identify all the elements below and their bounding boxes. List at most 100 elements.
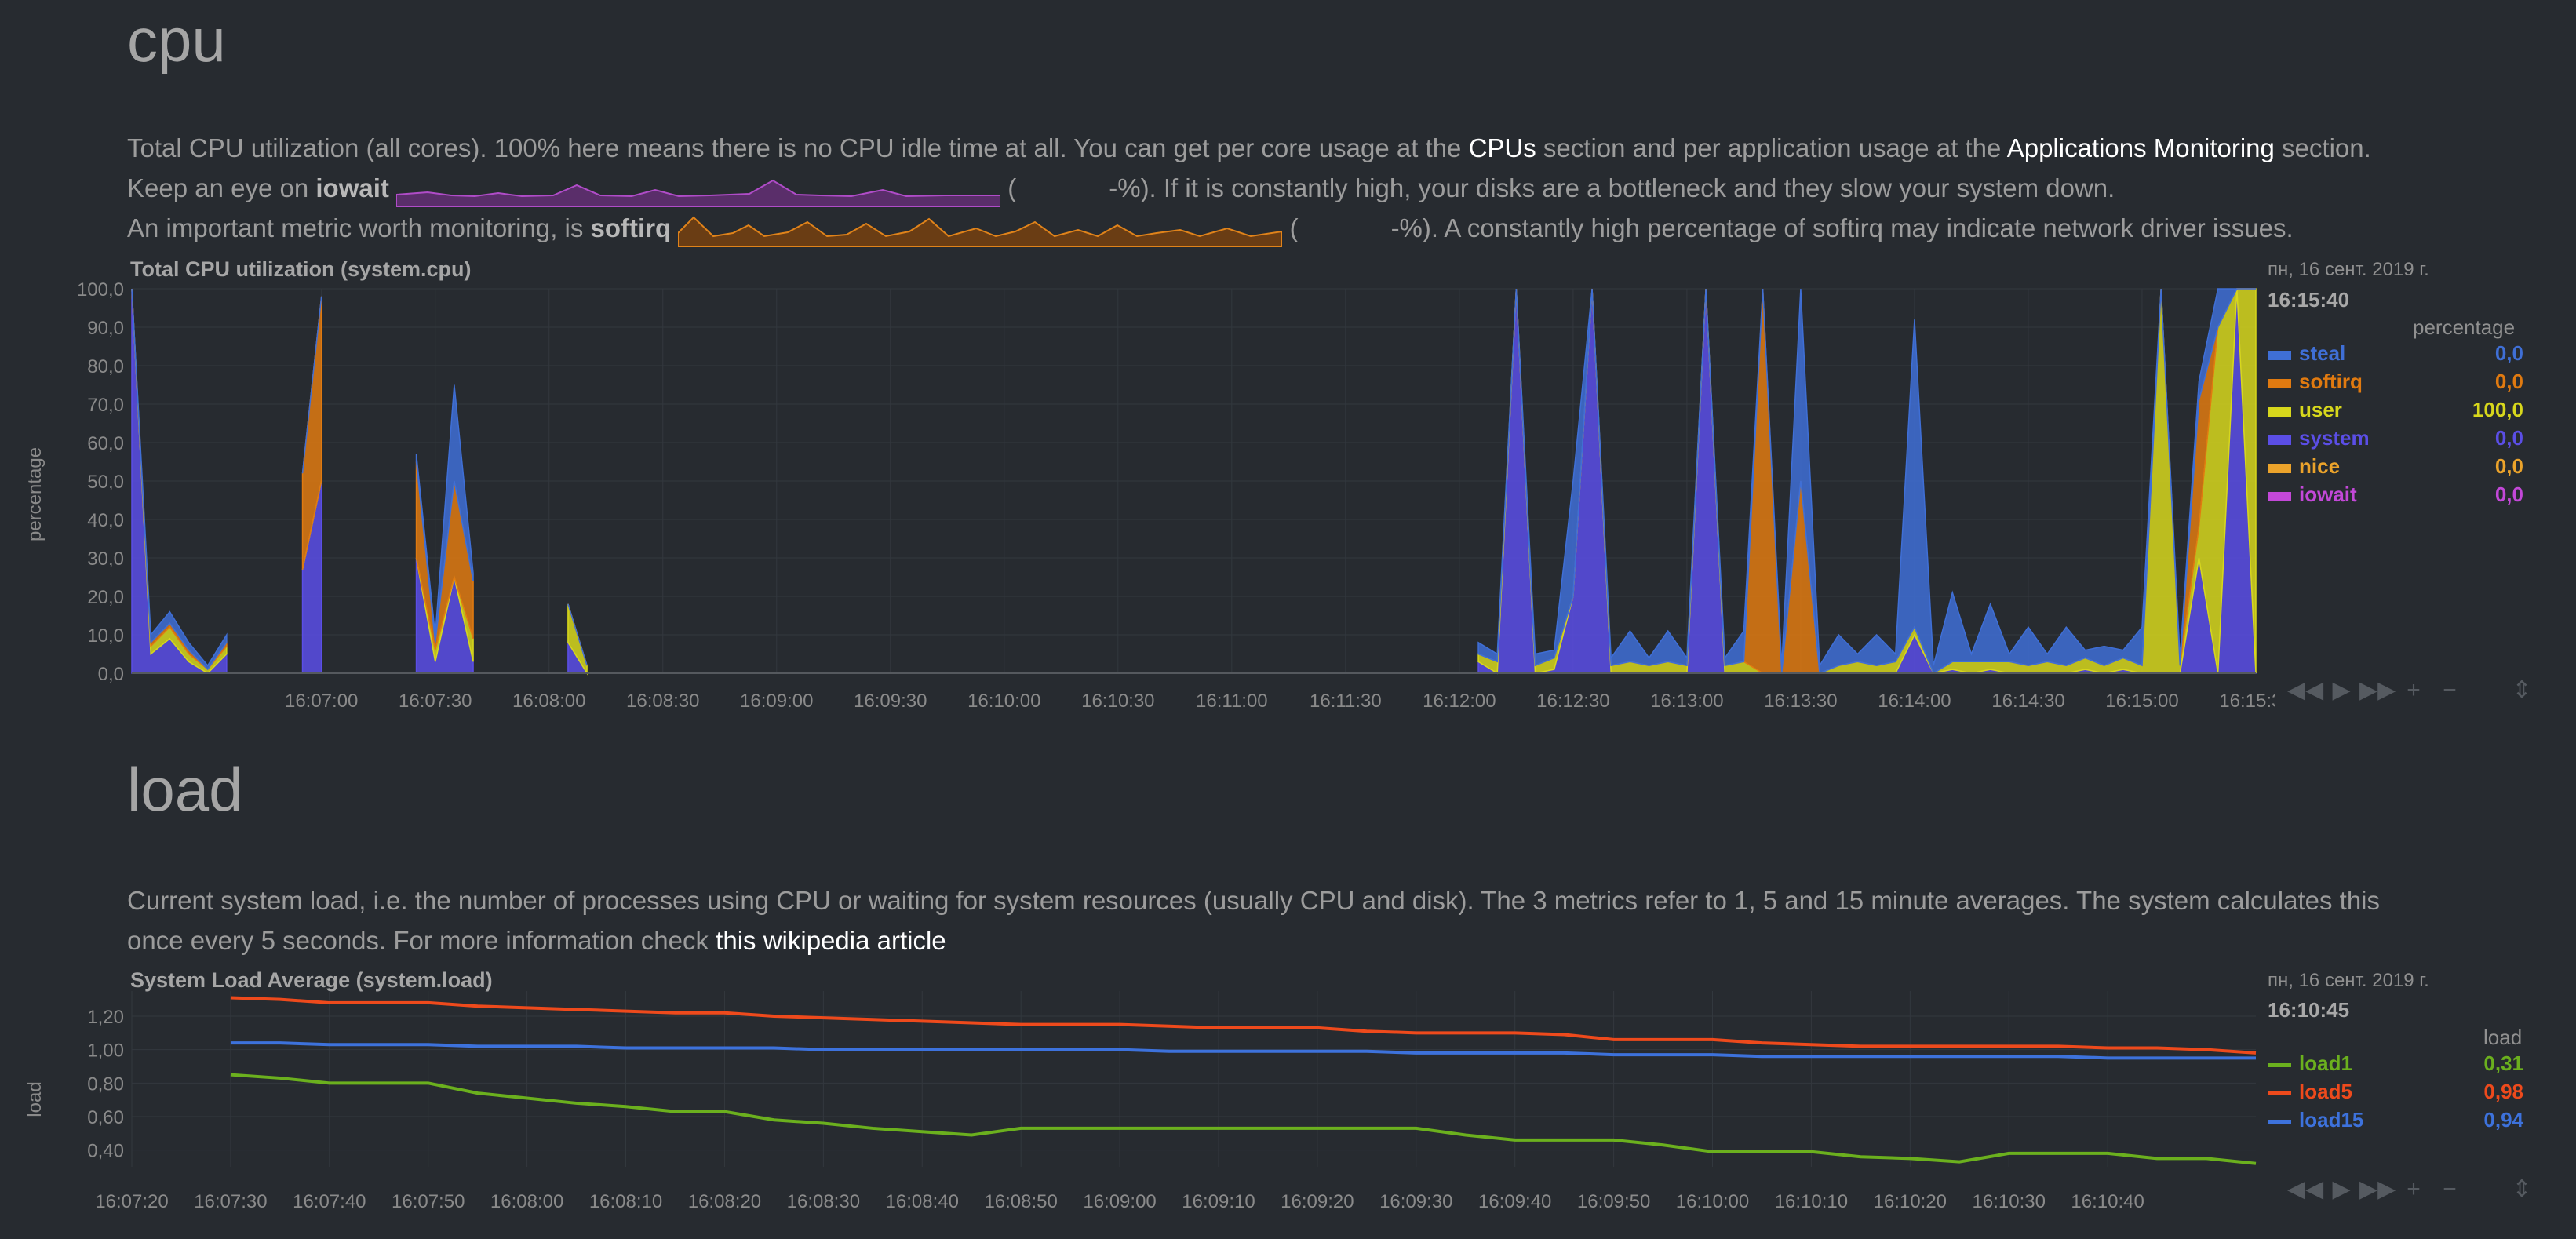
legend-value: 0,0 <box>2494 454 2523 478</box>
x-tick-label: 16:09:30 <box>854 691 927 712</box>
cpu-section-title: cpu <box>127 5 226 75</box>
cpu-desc-line3: An important metric worth monitoring, is… <box>127 208 2528 248</box>
y-tick-label: 0,80 <box>87 1073 124 1095</box>
y-tick-label: 0,60 <box>87 1107 124 1128</box>
legend-name: system <box>2299 426 2370 450</box>
x-tick-label: 16:07:00 <box>285 691 358 712</box>
resize-icon[interactable]: ⇕ <box>2512 1176 2532 1202</box>
steal-area <box>131 288 228 671</box>
zoom-out-icon[interactable]: − <box>2443 1176 2457 1202</box>
legend-name: steal <box>2299 341 2346 365</box>
x-tick-label: 16:08:40 <box>886 1191 959 1212</box>
cpu-legend-units: percentage <box>2413 315 2516 339</box>
legend-iowait[interactable]: iowait 0,0 <box>2268 483 2523 509</box>
legend-swatch <box>2268 464 2291 473</box>
load-chart[interactable]: 0,40 0,60 0,80 1,00 1,20 16:07:20 16:07:30 16:0… <box>0 985 2275 1220</box>
load-desc-line1: Current system load, i.e. the number of … <box>127 886 2381 915</box>
legend-swatch <box>2268 1063 2291 1067</box>
legend-user[interactable]: user 100,0 <box>2268 398 2523 425</box>
load-chart-toolbox: ◀◀ ▶ ▶▶ + − ⇕ <box>2287 1175 2540 1203</box>
x-tick-label: 16:10:20 <box>1874 1191 1947 1212</box>
legend-value: 0,94 <box>2483 1108 2523 1131</box>
legend-nice[interactable]: nice 0,0 <box>2268 454 2523 481</box>
legend-swatch <box>2268 351 2291 360</box>
cpu-description: Total CPU utilization (all cores). 100% … <box>127 128 2528 248</box>
forward-icon[interactable]: ▶▶ <box>2359 677 2396 703</box>
play-icon[interactable]: ▶ <box>2332 1176 2351 1202</box>
cpus-link[interactable]: CPUs <box>1468 133 1536 162</box>
rewind-icon[interactable]: ◀◀ <box>2287 1176 2324 1202</box>
applications-monitoring-link[interactable]: Applications Monitoring <box>2006 133 2275 162</box>
legend-value: 0,98 <box>2483 1080 2523 1103</box>
x-tick-label: 16:08:30 <box>626 691 699 712</box>
x-tick-label: 16:15:30 <box>2219 691 2275 712</box>
load15-line <box>230 1041 2256 1060</box>
wikipedia-link[interactable]: this wikipedia article <box>716 926 946 955</box>
steal-area <box>415 384 474 643</box>
y-tick-label: 0,0 <box>98 664 124 685</box>
legend-swatch <box>2268 407 2291 417</box>
x-tick-label: 16:09:20 <box>1281 1191 1354 1212</box>
y-tick-label: 20,0 <box>87 587 124 608</box>
forward-icon[interactable]: ▶▶ <box>2359 1176 2396 1202</box>
cpu-chart[interactable]: 0,0 10,0 20,0 30,0 40,0 50,0 60,0 70,0 80,0 90,0 1… <box>0 275 2275 714</box>
zoom-in-icon[interactable]: + <box>2407 677 2421 703</box>
legend-name: load1 <box>2299 1051 2352 1075</box>
legend-value: 0,0 <box>2494 483 2523 506</box>
cpu-desc-line2: Keep an eye on iowait (-%). If it is con… <box>127 168 2528 208</box>
x-tick-label: 16:07:20 <box>95 1191 168 1212</box>
y-tick-label: 40,0 <box>87 510 124 531</box>
load-desc-line2: once every 5 seconds. For more informati… <box>127 920 2528 960</box>
resize-icon[interactable]: ⇕ <box>2512 677 2532 703</box>
cpu-desc-text: section. <box>2274 133 2371 162</box>
softirq-sparkline <box>678 216 1283 248</box>
x-tick-label: 16:12:00 <box>1423 691 1496 712</box>
steal-area <box>567 603 588 666</box>
legend-load1[interactable]: load1 0,31 <box>2268 1051 2523 1078</box>
zoom-out-icon[interactable]: − <box>2443 677 2457 703</box>
load-chart-title: System Load Average (system.load) <box>130 968 493 992</box>
y-tick-label: 1,00 <box>87 1040 124 1062</box>
legend-load15[interactable]: load15 0,94 <box>2268 1108 2523 1135</box>
cpu-desc-text: -%). A constantly high percentage of sof… <box>1390 213 2294 242</box>
y-tick-label: 80,0 <box>87 356 124 377</box>
legend-value: 0,0 <box>2494 341 2523 365</box>
legend-steal[interactable]: steal 0,0 <box>2268 341 2523 368</box>
legend-name: load15 <box>2299 1108 2364 1131</box>
x-tick-label: 16:14:00 <box>1878 691 1951 712</box>
x-tick-label: 16:15:00 <box>2105 691 2178 712</box>
load1-line <box>230 1073 2257 1165</box>
x-tick-label: 16:07:40 <box>293 1191 366 1212</box>
play-icon[interactable]: ▶ <box>2332 677 2351 703</box>
legend-system[interactable]: system 0,0 <box>2268 426 2523 453</box>
legend-swatch <box>2268 492 2291 501</box>
softirq-label: softirq <box>590 213 672 242</box>
x-tick-label: 16:10:10 <box>1775 1191 1848 1212</box>
legend-load5[interactable]: load5 0,98 <box>2268 1080 2523 1106</box>
x-tick-label: 16:13:00 <box>1650 691 1723 712</box>
y-tick-label: 0,40 <box>87 1141 124 1162</box>
x-tick-label: 16:07:50 <box>392 1191 465 1212</box>
y-tick-label: 60,0 <box>87 433 124 454</box>
load-legend-time: 16:10:45 <box>2268 998 2350 1022</box>
x-tick-label: 16:11:00 <box>1196 691 1268 712</box>
iowait-label: iowait <box>315 173 389 202</box>
cpu-desc-text: -%). If it is constantly high, your disk… <box>1109 173 2115 202</box>
legend-softirq[interactable]: softirq 0,0 <box>2268 370 2523 396</box>
cpu-desc-text: Keep an eye on <box>127 173 316 202</box>
legend-swatch <box>2268 1120 2291 1124</box>
cpu-desc-line1: Total CPU utilization (all cores). 100% … <box>127 128 2528 168</box>
cpu-desc-text: section and per application usage at the <box>1536 133 2007 162</box>
y-tick-label: 90,0 <box>87 318 124 339</box>
zoom-in-icon[interactable]: + <box>2407 1176 2421 1202</box>
rewind-icon[interactable]: ◀◀ <box>2287 677 2324 703</box>
cpu-desc-text: Total CPU utilization (all cores). 100% … <box>127 133 1469 162</box>
x-tick-label: 16:09:00 <box>1083 1191 1156 1212</box>
y-tick-label: 10,0 <box>87 625 124 647</box>
y-tick-label: 30,0 <box>87 548 124 570</box>
x-tick-label: 16:10:40 <box>2071 1191 2144 1212</box>
x-tick-label: 16:12:30 <box>1536 691 1609 712</box>
load5-line <box>230 996 2257 1055</box>
x-tick-label: 16:07:30 <box>399 691 472 712</box>
cpu-legend-time: 16:15:40 <box>2268 288 2350 312</box>
